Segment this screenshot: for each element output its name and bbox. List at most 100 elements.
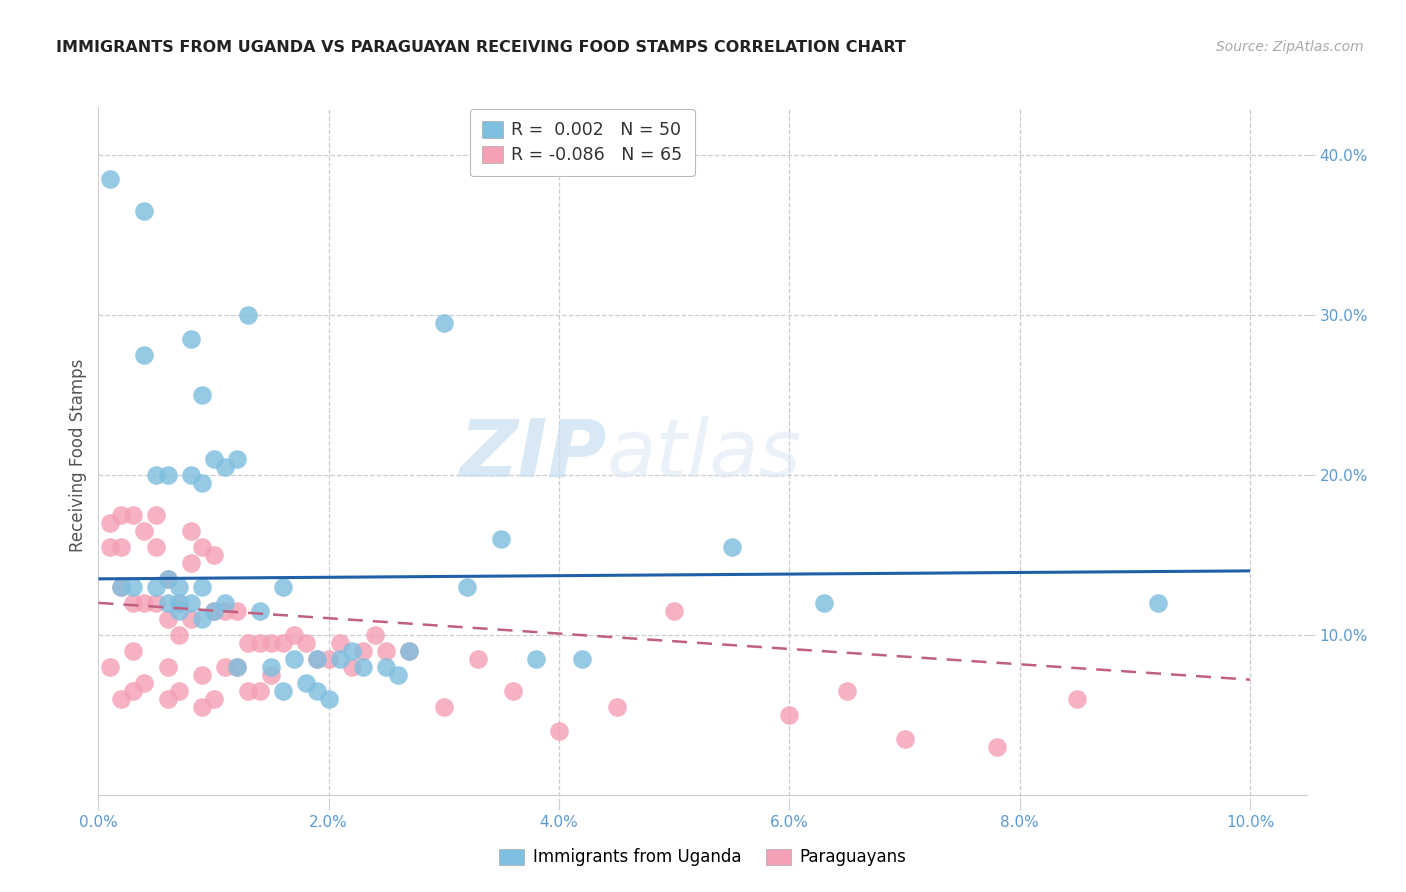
Point xyxy=(307,683,329,698)
Point xyxy=(294,636,316,650)
Point xyxy=(214,660,236,674)
Point xyxy=(524,652,547,666)
Point xyxy=(191,388,214,402)
Point xyxy=(352,644,374,658)
Point xyxy=(340,660,363,674)
Point xyxy=(180,524,202,538)
Point xyxy=(398,644,420,658)
Point xyxy=(167,596,190,610)
Point xyxy=(249,636,271,650)
Point xyxy=(156,660,179,674)
Point xyxy=(307,652,329,666)
Point xyxy=(202,451,225,466)
Point xyxy=(145,467,167,482)
Point xyxy=(202,604,225,618)
Point xyxy=(202,604,225,618)
Point xyxy=(340,644,363,658)
Point xyxy=(1066,691,1088,706)
Point xyxy=(375,660,398,674)
Point xyxy=(122,580,145,594)
Text: atlas: atlas xyxy=(606,416,801,494)
Y-axis label: Receiving Food Stamps: Receiving Food Stamps xyxy=(69,359,87,551)
Point xyxy=(467,652,489,666)
Point xyxy=(491,532,513,546)
Point xyxy=(260,668,283,682)
Point xyxy=(260,636,283,650)
Point xyxy=(180,467,202,482)
Point xyxy=(167,580,190,594)
Point xyxy=(191,612,214,626)
Text: Source: ZipAtlas.com: Source: ZipAtlas.com xyxy=(1216,40,1364,54)
Point xyxy=(191,475,214,490)
Point xyxy=(352,660,374,674)
Point xyxy=(134,524,156,538)
Text: ZIP: ZIP xyxy=(458,416,606,494)
Point xyxy=(329,636,352,650)
Point xyxy=(156,612,179,626)
Point xyxy=(283,652,305,666)
Point xyxy=(191,580,214,594)
Point xyxy=(122,508,145,522)
Point xyxy=(110,580,132,594)
Point xyxy=(236,683,259,698)
Point xyxy=(236,636,259,650)
Point xyxy=(145,540,167,554)
Point xyxy=(249,604,271,618)
Point xyxy=(122,644,145,658)
Point xyxy=(1147,596,1170,610)
Point xyxy=(134,596,156,610)
Point xyxy=(214,596,236,610)
Point xyxy=(986,739,1008,754)
Point xyxy=(214,604,236,618)
Point xyxy=(191,699,214,714)
Point xyxy=(202,548,225,562)
Point xyxy=(180,612,202,626)
Point xyxy=(778,707,800,722)
Point xyxy=(225,451,247,466)
Point xyxy=(191,540,214,554)
Text: IMMIGRANTS FROM UGANDA VS PARAGUAYAN RECEIVING FOOD STAMPS CORRELATION CHART: IMMIGRANTS FROM UGANDA VS PARAGUAYAN REC… xyxy=(56,40,905,55)
Point xyxy=(225,604,247,618)
Point xyxy=(156,691,179,706)
Point xyxy=(214,459,236,474)
Point xyxy=(110,508,132,522)
Point xyxy=(134,676,156,690)
Point xyxy=(156,572,179,586)
Point xyxy=(156,572,179,586)
Point xyxy=(271,636,294,650)
Point xyxy=(98,540,121,554)
Point xyxy=(156,596,179,610)
Point xyxy=(835,683,858,698)
Point xyxy=(145,596,167,610)
Point xyxy=(271,580,294,594)
Point xyxy=(236,308,259,322)
Legend: R =  0.002   N = 50, R = -0.086   N = 65: R = 0.002 N = 50, R = -0.086 N = 65 xyxy=(470,109,695,177)
Point xyxy=(398,644,420,658)
Point xyxy=(548,723,571,738)
Point xyxy=(664,604,686,618)
Point xyxy=(571,652,593,666)
Point xyxy=(180,556,202,570)
Legend: Immigrants from Uganda, Paraguayans: Immigrants from Uganda, Paraguayans xyxy=(494,842,912,873)
Point xyxy=(283,628,305,642)
Point xyxy=(134,348,156,362)
Point xyxy=(202,691,225,706)
Point xyxy=(249,683,271,698)
Point xyxy=(167,628,190,642)
Point xyxy=(225,660,247,674)
Point xyxy=(720,540,742,554)
Point xyxy=(387,668,409,682)
Point xyxy=(145,508,167,522)
Point xyxy=(134,204,156,219)
Point xyxy=(180,332,202,346)
Point xyxy=(122,596,145,610)
Point xyxy=(893,731,915,746)
Point xyxy=(167,683,190,698)
Point xyxy=(191,668,214,682)
Point xyxy=(329,652,352,666)
Point xyxy=(167,604,190,618)
Point xyxy=(180,596,202,610)
Point xyxy=(110,580,132,594)
Point xyxy=(122,683,145,698)
Point xyxy=(307,652,329,666)
